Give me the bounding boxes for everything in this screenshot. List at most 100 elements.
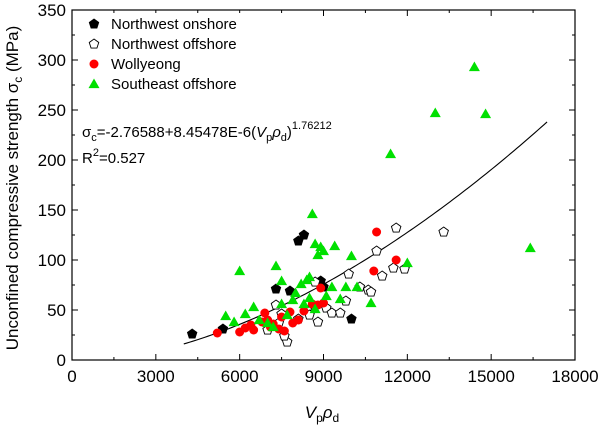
legend-marker	[89, 59, 99, 69]
y-tick-label: 100	[38, 251, 66, 270]
data-point	[388, 262, 399, 273]
legend-label: Northwest offshore	[111, 36, 237, 53]
data-point	[281, 309, 293, 320]
data-point	[220, 310, 232, 321]
data-point	[284, 285, 296, 296]
data-point	[365, 297, 377, 308]
data-point	[334, 293, 346, 304]
x-tick-label: 0	[67, 367, 76, 386]
x-tick-label: 15000	[468, 367, 515, 386]
data-point	[524, 242, 536, 253]
x-tick-label: 18000	[551, 367, 598, 386]
data-point	[306, 208, 318, 219]
data-point	[371, 245, 382, 256]
data-point	[319, 298, 328, 308]
data-point	[239, 308, 251, 319]
data-point	[351, 281, 363, 292]
data-point	[320, 290, 332, 301]
x-tick-label: 9000	[305, 367, 343, 386]
data-point	[276, 298, 288, 309]
data-point	[267, 321, 279, 332]
y-tick-label: 300	[38, 51, 66, 70]
data-point	[334, 307, 346, 318]
data-point	[304, 271, 316, 282]
data-point	[312, 316, 324, 327]
data-point	[298, 229, 310, 240]
data-point	[468, 61, 480, 72]
data-point	[234, 265, 246, 276]
x-axis: 0 3000 6000 9000 12000 15000 18000	[67, 10, 599, 386]
data-point	[262, 317, 274, 328]
data-point	[293, 315, 303, 325]
data-point	[438, 226, 449, 237]
data-point	[290, 287, 302, 298]
data-point	[329, 240, 341, 251]
data-point	[248, 301, 260, 312]
legend-items: Northwest onshore Northwest offshore Wolly…	[88, 16, 237, 93]
r-squared: R2=0.527	[82, 147, 145, 167]
data-point	[385, 148, 397, 159]
data-point	[287, 294, 299, 305]
data-point	[212, 328, 222, 338]
data-point	[343, 268, 354, 279]
y-axis: 0 50 100 150 200 250 300 350	[38, 1, 575, 370]
fit-curve-layer	[183, 121, 548, 345]
data-point	[312, 249, 324, 260]
legend-item: Southeast offshore	[88, 76, 237, 93]
x-axis-title: Vpρd	[305, 403, 339, 425]
y-tick-label: 0	[57, 351, 66, 370]
legend: Northwest onshore Northwest offshore Wolly…	[82, 13, 267, 98]
legend-marker	[88, 78, 100, 89]
data-point	[429, 107, 441, 118]
data-point	[318, 245, 329, 256]
data-point	[304, 292, 316, 303]
data-point	[390, 222, 402, 233]
data-point	[372, 227, 382, 237]
data-point	[480, 108, 492, 119]
x-tick-label: 12000	[384, 367, 431, 386]
y-tick-label: 250	[38, 101, 66, 120]
data-point	[276, 275, 288, 286]
legend-item: Wollyeong	[89, 56, 181, 73]
data-point	[298, 298, 310, 309]
data-point	[295, 278, 307, 289]
data-point	[253, 314, 265, 325]
data-point	[391, 255, 401, 265]
y-tick-label: 200	[38, 151, 66, 170]
data-point	[270, 283, 282, 294]
x-tick-label: 6000	[221, 367, 259, 386]
y-tick-label: 150	[38, 201, 66, 220]
data-point	[365, 286, 377, 297]
y-tick-label: 50	[47, 301, 66, 320]
y-axis-title: Unconfined compressive strength σc (MPa)	[3, 26, 25, 351]
data-point	[340, 281, 352, 292]
data-point	[309, 303, 321, 314]
legend-marker	[88, 38, 100, 49]
fit-equation: σc=-2.76588+8.45478E-6(Vpρd)1.76212	[82, 120, 332, 144]
legend-label: Wollyeong	[111, 56, 181, 73]
x-tick-label: 3000	[137, 367, 175, 386]
legend-box	[82, 13, 267, 98]
legend-marker	[88, 18, 100, 29]
legend-item: Northwest onshore	[88, 16, 237, 33]
data-point	[277, 312, 287, 322]
data-point	[376, 270, 388, 281]
data-points-layer	[186, 61, 536, 347]
data-point	[309, 238, 321, 249]
data-point	[299, 306, 309, 316]
data-point	[260, 308, 270, 318]
y-tick-label: 350	[38, 1, 66, 20]
data-point	[279, 326, 289, 336]
legend-label: Southeast offshore	[111, 76, 237, 93]
data-point	[249, 325, 259, 335]
fit-curve	[183, 121, 548, 345]
legend-label: Northwest onshore	[111, 16, 237, 33]
data-point	[345, 250, 357, 261]
data-point	[346, 313, 357, 324]
data-point	[186, 328, 198, 339]
data-point	[326, 281, 338, 292]
data-point	[228, 316, 240, 327]
legend-item: Northwest offshore	[88, 36, 237, 53]
series-southeast-offshore	[220, 61, 536, 332]
